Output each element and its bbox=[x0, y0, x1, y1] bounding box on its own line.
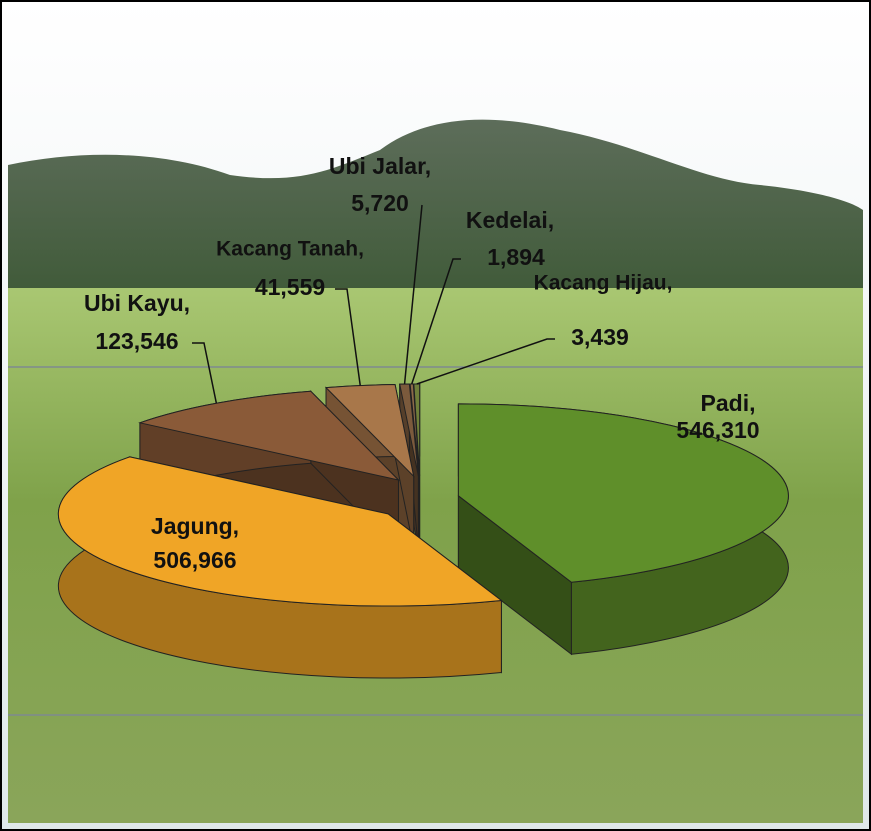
leader-line bbox=[403, 204, 423, 385]
leader-line bbox=[192, 342, 218, 404]
data-label-name: Ubi Kayu, bbox=[84, 290, 190, 316]
data-label-name: Jagung, bbox=[151, 513, 239, 539]
data-label-value: 546,310 bbox=[676, 417, 759, 443]
leader-line bbox=[335, 288, 361, 386]
pie-slice-top bbox=[57, 456, 503, 607]
pie-slice bbox=[57, 456, 503, 679]
pie-slice-top bbox=[324, 383, 415, 478]
data-label-value: 506,966 bbox=[153, 547, 236, 573]
pie-slice-top bbox=[399, 383, 419, 477]
data-label-value: 3,439 bbox=[571, 324, 629, 350]
data-label-name: Kedelai, bbox=[466, 207, 554, 233]
data-label-name: Kacang Tanah, bbox=[216, 238, 364, 261]
data-label-value: 5,720 bbox=[351, 190, 409, 216]
data-label-name: Ubi Jalar, bbox=[329, 153, 431, 179]
leader-line bbox=[416, 338, 555, 385]
data-label-value: 123,546 bbox=[95, 328, 178, 354]
pie-slice bbox=[457, 403, 789, 656]
data-label-name: Kacang Hijau, bbox=[534, 272, 673, 295]
pie-slice-top bbox=[457, 403, 789, 583]
data-label-value: 1,894 bbox=[487, 244, 545, 270]
leader-line bbox=[411, 258, 461, 385]
data-label-value: 41,559 bbox=[255, 274, 325, 300]
data-label-name: Padi, bbox=[701, 390, 756, 416]
